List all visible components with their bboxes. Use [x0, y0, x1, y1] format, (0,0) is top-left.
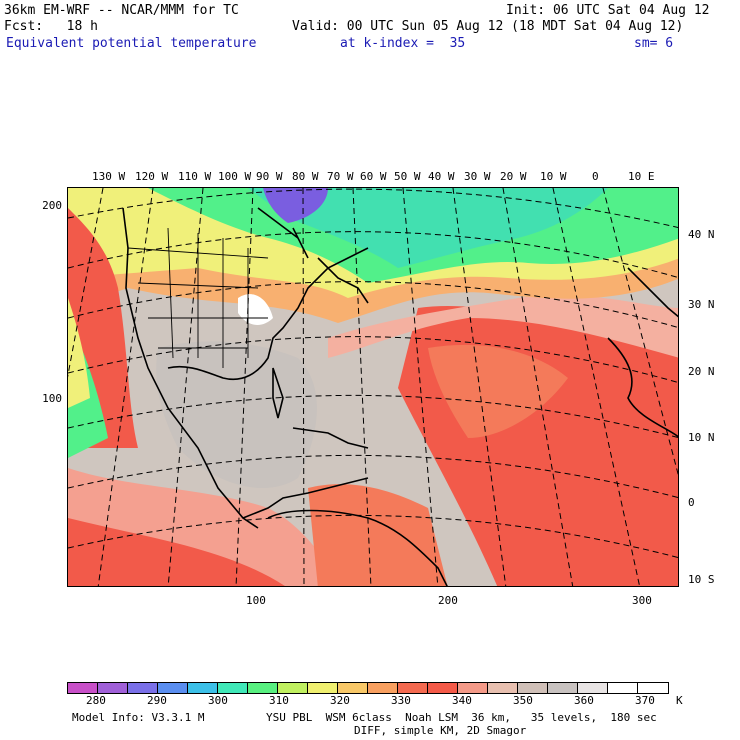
colorbar-swatch: [278, 683, 308, 693]
longitude-label: 100 W: [218, 170, 252, 183]
colorbar-swatch: [458, 683, 488, 693]
africa-coast: [607, 337, 678, 438]
latitude-label: 20 N: [688, 365, 715, 378]
longitude-label: 50 W: [394, 170, 421, 183]
colorbar-label: 370: [635, 694, 655, 707]
caribbean-warm-field: [308, 484, 448, 586]
colorbar-label: 300: [208, 694, 228, 707]
longitude-label: 30 W: [464, 170, 491, 183]
colorbar-swatch: [158, 683, 188, 693]
colorbar-label: 290: [147, 694, 167, 707]
valid-time: Valid: 00 UTC Sun 05 Aug 12 (18 MDT Sat …: [292, 19, 684, 34]
colorbar-swatch: [188, 683, 218, 693]
colorbar-swatch: [608, 683, 638, 693]
longitude-label: 60 W: [360, 170, 387, 183]
midlat-belt: [328, 295, 678, 358]
cold-core: [263, 188, 328, 223]
y-tick-label: 200: [42, 199, 62, 212]
longitude-label: 70 W: [327, 170, 354, 183]
colorbar-label: 320: [330, 694, 350, 707]
map-panel: [67, 187, 679, 587]
colorbar-swatch: [338, 683, 368, 693]
smoothing: sm= 6: [634, 36, 674, 51]
x-tick-label: 200: [438, 594, 458, 607]
longitude-label: 110 W: [178, 170, 212, 183]
forecast-hour: Fcst: 18 h: [4, 19, 98, 34]
longitude-label: 10 W: [540, 170, 567, 183]
political-borders: [127, 227, 269, 368]
longitude-label: 40 W: [428, 170, 455, 183]
field-name: Equivalent potential temperature: [6, 36, 257, 51]
longitude-label: 20 W: [500, 170, 527, 183]
colorbar-swatch: [548, 683, 578, 693]
pacific-coast: [122, 207, 259, 529]
longitude-label: 130 W: [92, 170, 126, 183]
longitude-label: 80 W: [292, 170, 319, 183]
colorbar-swatch: [68, 683, 98, 693]
south-america-coast: [267, 509, 448, 586]
colorbar-label: 340: [452, 694, 472, 707]
colorbar-swatch: [488, 683, 518, 693]
model-info: Model Info: V3.3.1 M: [72, 711, 205, 724]
x-tick-label: 100: [246, 594, 266, 607]
pacific-warm-field: [68, 518, 285, 586]
colorbar-swatch: [428, 683, 458, 693]
latitude-label: 30 N: [688, 298, 715, 311]
longitude-label: 120 W: [135, 170, 169, 183]
north-teal: [248, 188, 608, 268]
warm-core-atlantic: [428, 344, 568, 438]
colorbar-swatch: [518, 683, 548, 693]
colorbar: [67, 682, 669, 694]
colorbar-label: 280: [86, 694, 106, 707]
longitude-label: 10 E: [628, 170, 655, 183]
colorbar-label: 350: [513, 694, 533, 707]
y-tick-label: 100: [42, 392, 62, 405]
central-america-coast: [242, 477, 369, 519]
cuba-coast: [292, 427, 369, 449]
model-title: 36km EM-WRF -- NCAR/MMM for TC: [4, 3, 239, 18]
colorbar-swatch: [98, 683, 128, 693]
colorbar-unit: K: [676, 694, 683, 707]
iberia-coast: [627, 267, 678, 318]
colorbar-swatch: [638, 683, 668, 693]
physics-info: YSU PBL WSM 6class Noah LSM 36 km, 35 le…: [266, 711, 657, 724]
init-time: Init: 06 UTC Sat 04 Aug 12: [506, 3, 710, 18]
latitude-label: 10 S: [688, 573, 715, 586]
colorbar-label: 330: [391, 694, 411, 707]
level-index: at k-index = 35: [340, 36, 466, 51]
colorbar-swatch: [578, 683, 608, 693]
theta-e-map: [68, 188, 678, 586]
colorbar-swatch: [128, 683, 158, 693]
longitude-label: 90 W: [256, 170, 283, 183]
newfoundland-coast: [317, 257, 369, 304]
colorbar-swatch: [248, 683, 278, 693]
colorbar-swatch: [398, 683, 428, 693]
colorbar-swatch: [218, 683, 248, 693]
colorbar-swatch: [308, 683, 338, 693]
ohio-white: [238, 294, 273, 325]
colorbar-label: 360: [574, 694, 594, 707]
graticule: [68, 188, 678, 586]
latitude-label: 0: [688, 496, 695, 509]
x-tick-label: 300: [632, 594, 652, 607]
pacific-yellow: [68, 298, 90, 408]
hudson-bay-coast: [257, 207, 309, 259]
coastlines: [122, 207, 678, 586]
colorbar-label: 310: [269, 694, 289, 707]
colorbar-swatch: [368, 683, 398, 693]
florida-coast: [272, 367, 284, 419]
diffusion-info: DIFF, simple KM, 2D Smagor: [354, 724, 527, 737]
gulf-atlantic-coast: [167, 247, 369, 380]
latitude-label: 40 N: [688, 228, 715, 241]
latitude-label: 10 N: [688, 431, 715, 444]
longitude-label: 0: [592, 170, 599, 183]
